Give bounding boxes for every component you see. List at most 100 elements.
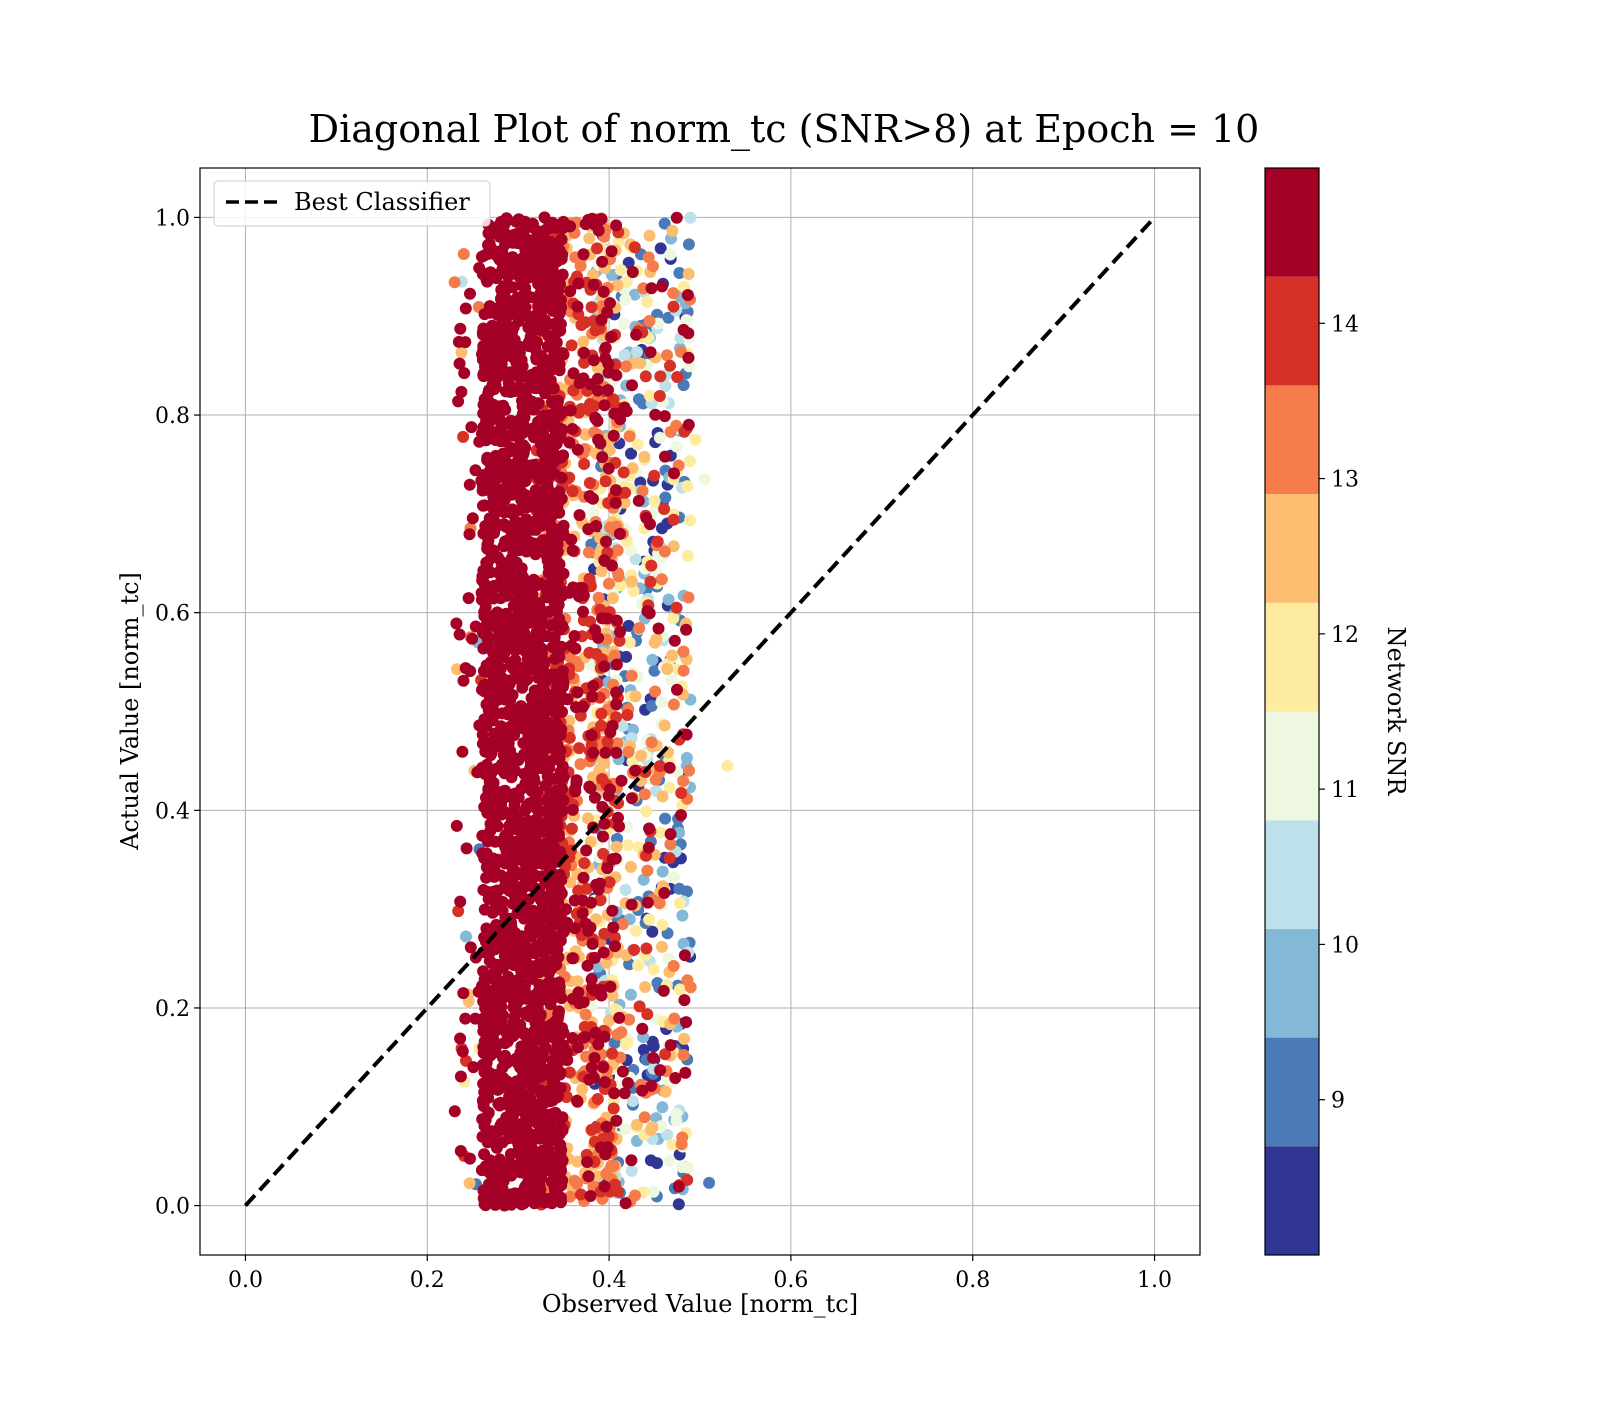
scatter-point [497,613,510,626]
scatter-point [530,718,543,731]
scatter-point [681,289,694,301]
scatter-point [599,341,612,354]
scatter-point [579,917,592,930]
scatter-point [703,1176,716,1189]
scatter-point [454,1070,467,1083]
scatter-point [484,746,497,759]
scatter-point [542,453,555,466]
scatter-point [513,414,526,427]
scatter-point [552,883,565,896]
scatter-point [507,599,520,612]
scatter-point [574,1188,587,1201]
scatter-point [599,746,612,759]
scatter-point [677,1049,690,1061]
scatter-point [476,980,488,992]
scatter-point [477,1077,490,1090]
scatter-point [573,742,586,755]
scatter-point [610,1114,623,1127]
scatter-point [644,575,657,588]
scatter-point [589,624,602,636]
scatter-point [653,390,666,402]
scatter-point [469,620,482,633]
scatter-point [451,663,463,676]
scatter-point [478,1066,491,1079]
scatter-point [698,473,711,486]
scatter-point [604,980,617,993]
scatter-point [589,324,602,337]
scatter-point [512,1164,525,1177]
scatter-point [578,346,590,359]
scatter-point [588,400,601,412]
scatter-point [481,806,494,819]
scatter-point [455,346,468,359]
scatter-point [658,887,671,899]
scatter-point [552,918,565,931]
scatter-point [539,779,552,792]
scatter-point [574,259,587,272]
scatter-point [565,339,578,352]
scatter-point [536,1195,549,1208]
scatter-point [526,588,539,601]
scatter-point [585,301,598,314]
scatter-point [534,1056,547,1068]
scatter-point [584,1190,597,1202]
scatter-point [638,788,651,801]
scatter-point [633,622,646,635]
scatter-point [537,659,550,672]
scatter-point [602,366,615,379]
scatter-point [550,846,563,859]
scatter-point [566,952,579,965]
scatter-point [631,346,643,358]
scatter-point [516,279,529,292]
scatter-point [487,550,500,563]
best-classifier-line [243,216,1157,1207]
scatter-point [619,293,632,306]
scatter-point [589,411,602,424]
scatter-point [627,585,640,597]
scatter-point [637,873,650,886]
scatter-point [480,618,493,631]
scatter-point [522,727,535,740]
scatter-point [498,506,511,519]
scatter-point [655,696,668,709]
scatter-point [682,238,695,251]
scatter-point [656,918,669,931]
scatter-point [682,418,695,431]
scatter-point [677,645,690,658]
scatter-point [664,838,677,851]
scatter-point [496,400,509,412]
scatter-point [605,330,618,343]
scatter-point [557,693,570,705]
scatter-point [539,534,552,547]
scatter-point [634,357,647,370]
scatter-point [661,349,673,362]
scatter-point [587,278,600,291]
colorbar-bin [1265,276,1319,386]
scatter-point [596,451,609,464]
scatter-point [684,211,697,224]
scatter-point [684,981,697,994]
scatter-point [666,649,679,662]
scatter-point [454,322,467,335]
scatter-point [498,950,511,963]
scatter-point [492,734,504,747]
scatter-point [652,622,665,635]
scatter-point [512,315,525,328]
scatter-point [553,1141,566,1154]
scatter-point [639,370,652,383]
scatter-point [638,1111,651,1124]
scatter-point [671,371,684,383]
colorbar-bin [1265,711,1319,821]
scatter-point [522,835,535,848]
scatter-point [613,527,626,540]
x-tick-label: 0.0 [228,1268,263,1293]
scatter-point [643,822,656,835]
scatter-point [537,352,550,365]
scatter-point [566,1032,579,1044]
scatter-point [659,812,672,825]
scatter-point [587,1071,600,1084]
scatter-point [618,317,631,330]
scatter-point [466,512,479,525]
scatter-point [680,623,693,636]
scatter-point [581,882,593,895]
